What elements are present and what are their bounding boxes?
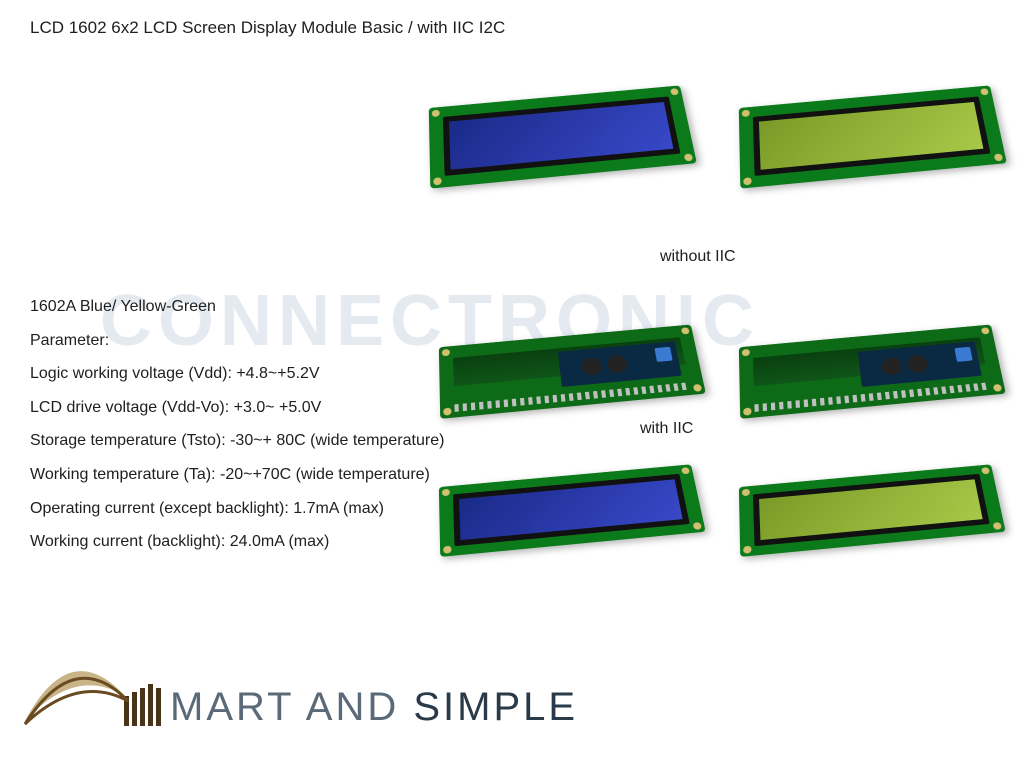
- lcd-module-yg-iic: [739, 464, 1006, 557]
- parameter-block: 1602A Blue/ Yellow-Green Parameter: Logi…: [30, 290, 444, 559]
- param-line: Working current (backlight): 24.0mA (max…: [30, 525, 444, 559]
- lcd-module-blue-noiic: [429, 85, 697, 188]
- param-line: LCD drive voltage (Vdd-Vo): +3.0~ +5.0V: [30, 391, 444, 425]
- logo-text: MART AND SIMPLE: [124, 684, 578, 736]
- param-label: Parameter:: [30, 324, 444, 358]
- lcd-module-blue-iic: [439, 464, 706, 557]
- logo-swoosh-icon: [20, 646, 130, 736]
- param-line: Storage temperature (Tsto): -30~+ 80C (w…: [30, 424, 444, 458]
- param-line: Working temperature (Ta): -20~+70C (wide…: [30, 458, 444, 492]
- param-heading: 1602A Blue/ Yellow-Green: [30, 290, 444, 324]
- brand-logo: MART AND SIMPLE: [20, 646, 578, 736]
- label-with-iic: with IIC: [640, 420, 693, 438]
- param-line: Logic working voltage (Vdd): +4.8~+5.2V: [30, 357, 444, 391]
- param-line: Operating current (except backlight): 1.…: [30, 492, 444, 526]
- page-title: LCD 1602 6x2 LCD Screen Display Module B…: [30, 18, 505, 38]
- logo-bars-icon: [124, 684, 164, 736]
- lcd-module-yg-noiic: [739, 85, 1007, 188]
- label-without-iic: without IIC: [660, 248, 736, 266]
- lcd-module-back-iic: [739, 325, 1006, 419]
